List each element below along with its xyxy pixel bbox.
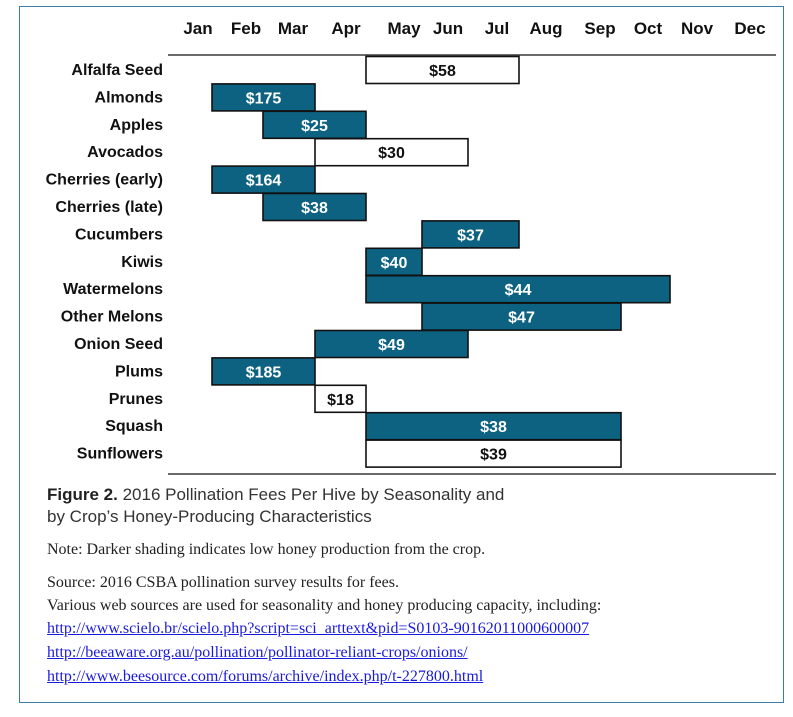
month-label-aug: Aug — [529, 19, 562, 38]
fee-label-watermelons: $44 — [505, 282, 532, 299]
figure-label: Figure 2. — [47, 485, 118, 504]
crop-label-onion-seed: Onion Seed — [74, 336, 163, 353]
crop-label-plums: Plums — [115, 363, 163, 380]
crop-label-apples: Apples — [110, 117, 163, 134]
bar-cherries-late — [262, 192, 367, 222]
bar-sunflowers — [365, 439, 622, 468]
note-text: Note: Darker shading indicates low honey… — [47, 541, 486, 558]
fee-label-alfalfa-seed: $58 — [429, 63, 456, 80]
source-link-beesource[interactable]: http://www.beesource.com/forums/archive/… — [47, 668, 484, 685]
bar-apples — [262, 110, 367, 140]
fee-label-other-melons: $47 — [508, 310, 535, 327]
source-line-2: Various web sources are used for seasona… — [47, 597, 602, 614]
source-link-scielo[interactable]: http://www.scielo.br/scielo.php?script=s… — [47, 620, 590, 637]
month-label-oct: Oct — [634, 19, 663, 38]
fee-label-almonds: $175 — [246, 90, 282, 107]
source-link-beeaware[interactable]: http://beeaware.org.au/pollination/polli… — [47, 644, 468, 661]
crop-label-sunflowers: Sunflowers — [77, 446, 163, 463]
bar-prunes — [314, 384, 367, 414]
fee-label-cherries-early: $164 — [246, 173, 282, 190]
source-line-1: Source: 2016 CSBA pollination survey res… — [47, 574, 399, 591]
crop-label-avocados: Avocados — [87, 144, 163, 161]
month-label-mar: Mar — [278, 19, 309, 38]
fee-label-kiwis: $40 — [381, 255, 408, 272]
crop-label-cucumbers: Cucumbers — [75, 226, 163, 243]
bar-avocados — [314, 137, 469, 167]
month-label-feb: Feb — [231, 19, 261, 38]
fee-label-cherries-late: $38 — [301, 200, 328, 217]
fee-label-plums: $185 — [246, 364, 282, 381]
bar-cherries-early — [211, 165, 316, 194]
month-label-apr: Apr — [331, 19, 361, 38]
month-label-may: May — [387, 19, 421, 38]
figure-caption: Figure 2. 2016 Pollination Fees Per Hive… — [47, 484, 747, 528]
crop-label-other-melons: Other Melons — [61, 309, 163, 326]
bar-alfalfa-seed — [365, 55, 520, 85]
bar-onion-seed — [314, 329, 469, 359]
caption-line-2: by Crop’s Honey-Producing Characteristic… — [47, 507, 372, 526]
month-label-dec: Dec — [734, 19, 765, 38]
month-label-jul: Jul — [485, 19, 510, 38]
fee-label-prunes: $18 — [327, 392, 354, 409]
fee-label-cucumbers: $37 — [457, 227, 484, 244]
bar-plums — [211, 357, 316, 386]
crop-label-kiwis: Kiwis — [121, 254, 163, 271]
bar-squash — [365, 411, 622, 441]
crop-label-almonds: Almonds — [95, 89, 164, 106]
crop-label-alfalfa-seed: Alfalfa Seed — [71, 62, 163, 79]
fee-label-apples: $25 — [301, 118, 328, 135]
month-label-jan: Jan — [183, 19, 212, 38]
bar-almonds — [211, 83, 316, 112]
crop-label-cherries-late: Cherries (late) — [55, 199, 163, 216]
fee-label-onion-seed: $49 — [378, 337, 405, 354]
caption-line-1: 2016 Pollination Fees Per Hive by Season… — [122, 485, 505, 504]
bar-other-melons — [421, 302, 622, 331]
month-label-jun: Jun — [433, 19, 463, 38]
fee-label-squash: $38 — [480, 419, 507, 436]
crop-label-prunes: Prunes — [109, 391, 163, 408]
gantt-chart: Jan Feb Mar Apr May Jun Jul Aug Sep Oct Nov Dec Alfa… — [46, 19, 776, 475]
month-label-nov: Nov — [681, 19, 714, 38]
month-label-sep: Sep — [584, 19, 615, 38]
fee-label-sunflowers: $39 — [480, 447, 507, 464]
crop-label-squash: Squash — [105, 418, 163, 435]
crop-label-watermelons: Watermelons — [63, 281, 163, 298]
fee-label-avocados: $30 — [378, 145, 405, 162]
crop-label-cherries-early: Cherries (early) — [46, 172, 163, 189]
bar-cucumbers — [421, 220, 520, 249]
